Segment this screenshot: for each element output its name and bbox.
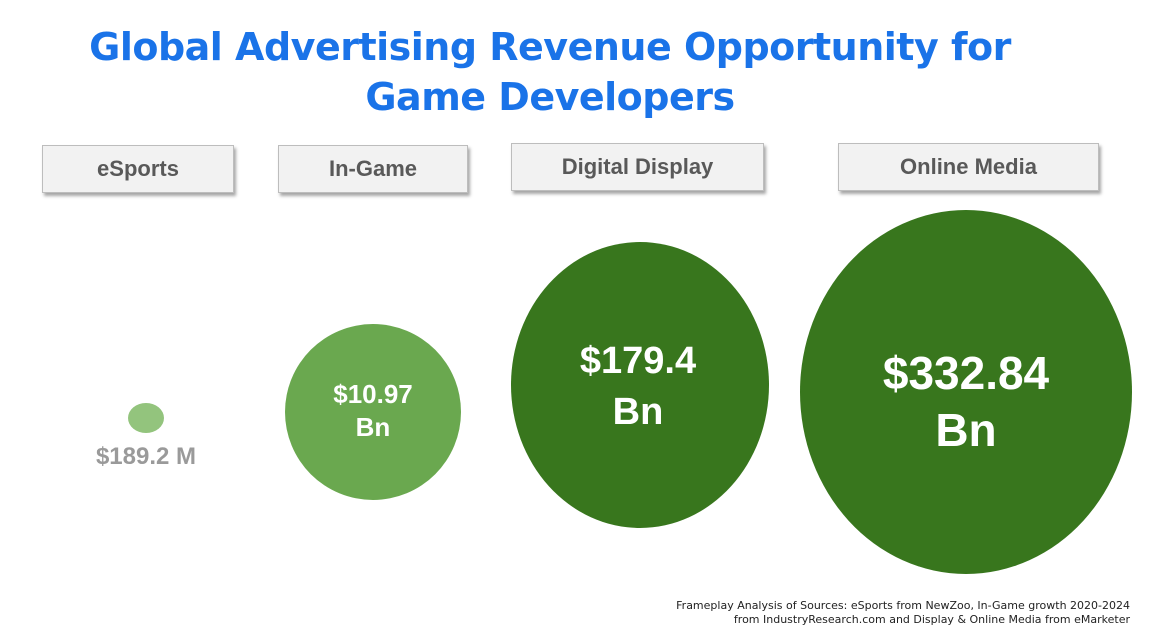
bubble-label-esports: $189.2 M [95, 443, 197, 470]
category-label-in-game: In-Game [278, 145, 468, 193]
bubble-label-in-game-value: $10.97 [333, 379, 413, 409]
footnote-line-1: Frameplay Analysis of Sources: eSports f… [676, 599, 1130, 612]
category-label-esports: eSports [42, 145, 234, 193]
source-footnote: Frameplay Analysis of Sources: eSports f… [676, 599, 1130, 627]
bubble-label-digital-display-value: $179.4 [580, 340, 696, 382]
chart-title: Global Advertising Revenue Opportunity f… [0, 22, 1100, 122]
bubble-label-in-game-unit: Bn [356, 412, 391, 442]
bubble-in-game [285, 324, 461, 500]
title-line-1: Global Advertising Revenue Opportunity f… [89, 25, 1011, 69]
bubble-esports [128, 403, 164, 433]
bubble-online-media [800, 210, 1132, 574]
category-label-online-media: Online Media [838, 143, 1099, 191]
bubble-label-online-media-value: $332.84 [883, 347, 1050, 399]
footnote-line-2: from IndustryResearch.com and Display & … [733, 613, 1130, 626]
bubble-label-online-media-unit: Bn [935, 404, 996, 456]
bubble-label-digital-display-unit: Bn [613, 391, 664, 433]
bubble-digital-display [511, 242, 769, 528]
category-label-digital-display: Digital Display [511, 143, 764, 191]
title-line-2: Game Developers [365, 75, 735, 119]
